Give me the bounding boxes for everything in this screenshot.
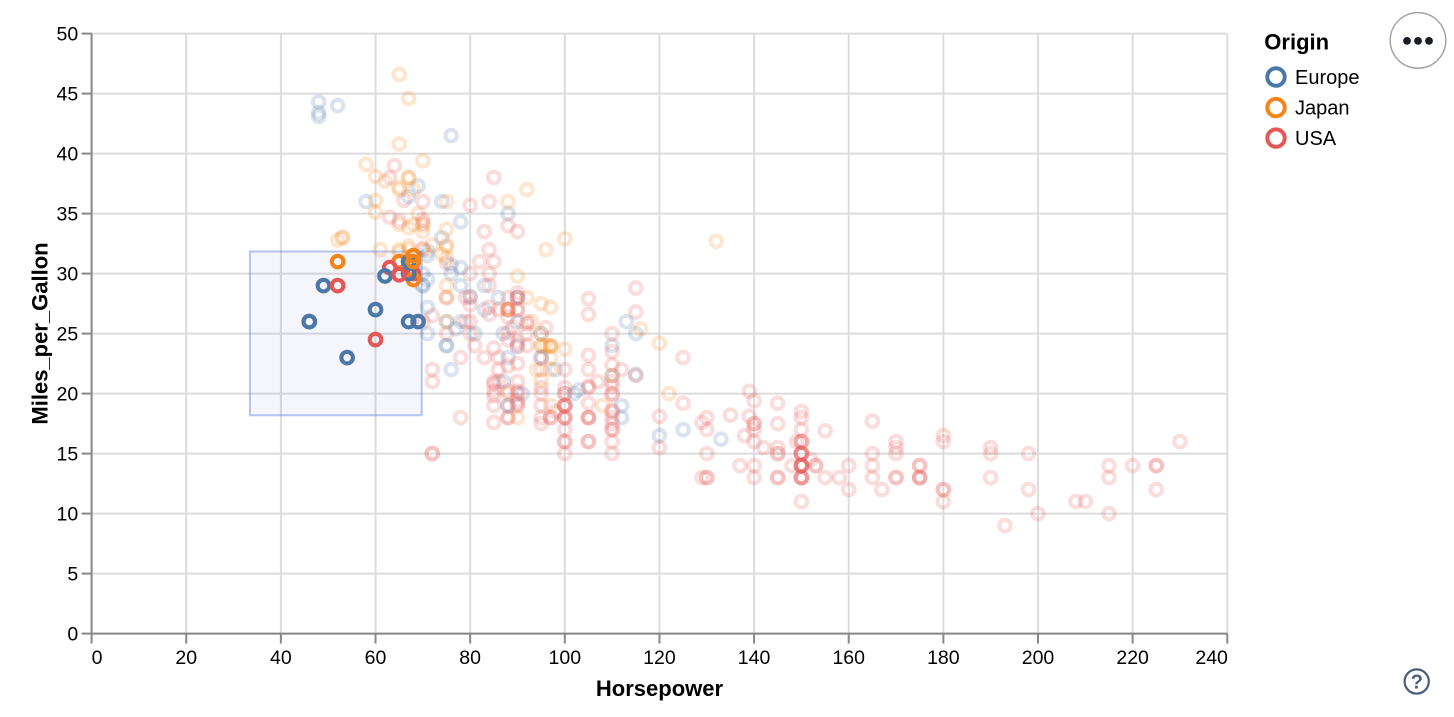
svg-text:15: 15 xyxy=(56,444,78,466)
svg-text:220: 220 xyxy=(1116,647,1149,669)
svg-text:20: 20 xyxy=(56,384,78,406)
svg-text:100: 100 xyxy=(549,647,582,669)
svg-text:10: 10 xyxy=(56,504,78,526)
svg-text:140: 140 xyxy=(738,647,771,669)
svg-text:25: 25 xyxy=(56,324,78,346)
svg-text:200: 200 xyxy=(1022,647,1055,669)
svg-text:50: 50 xyxy=(56,24,78,46)
svg-text:USA: USA xyxy=(1295,128,1337,150)
svg-text:60: 60 xyxy=(365,647,387,669)
svg-text:40: 40 xyxy=(270,647,292,669)
svg-text:20: 20 xyxy=(175,647,197,669)
svg-text:120: 120 xyxy=(643,647,676,669)
svg-text:80: 80 xyxy=(459,647,481,669)
svg-text:45: 45 xyxy=(56,84,78,106)
svg-text:0: 0 xyxy=(92,647,103,669)
svg-text:180: 180 xyxy=(927,647,960,669)
svg-text:160: 160 xyxy=(832,647,865,669)
svg-text:240: 240 xyxy=(1195,647,1228,669)
svg-text:Japan: Japan xyxy=(1295,98,1350,120)
svg-text:Horsepower: Horsepower xyxy=(596,676,724,701)
svg-text:Miles_per_Gallon: Miles_per_Gallon xyxy=(28,242,53,424)
svg-text:30: 30 xyxy=(56,264,78,286)
svg-text:Origin: Origin xyxy=(1264,29,1329,54)
svg-text:?: ? xyxy=(1411,672,1423,694)
svg-text:Europe: Europe xyxy=(1295,67,1360,89)
svg-text:40: 40 xyxy=(56,144,78,166)
svg-text:35: 35 xyxy=(56,204,78,226)
svg-text:5: 5 xyxy=(67,564,78,586)
svg-text:0: 0 xyxy=(67,624,78,646)
